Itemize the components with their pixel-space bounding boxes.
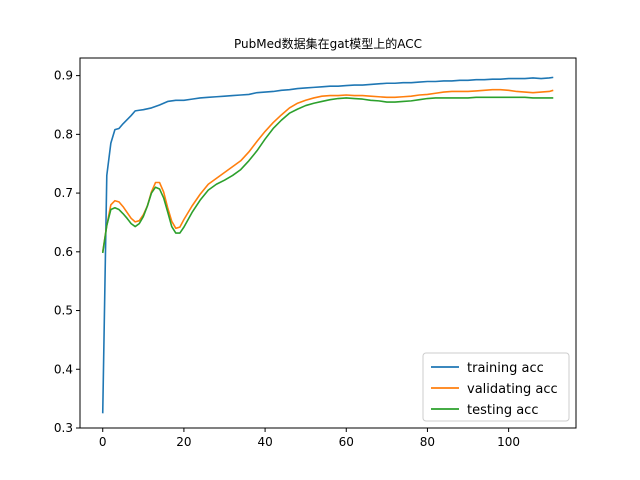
- series-line-training-acc: [101, 76, 554, 414]
- y-axis: 0.3 0.4 0.5 0.6 0.7 0.8 0.9: [54, 69, 80, 435]
- legend-entry: testing acc: [467, 403, 538, 418]
- y-tick-label: 0.3: [54, 421, 73, 435]
- series-line-testing-acc: [101, 96, 554, 254]
- y-tick-label: 0.4: [54, 362, 73, 376]
- x-tick-label: 100: [497, 435, 520, 449]
- y-tick-label: 0.9: [54, 69, 73, 83]
- y-tick-label: 0.8: [54, 127, 73, 141]
- y-tick-label: 0.7: [54, 186, 73, 200]
- series-lines: [101, 76, 554, 414]
- chart-title: PubMed数据集在gat模型上的ACC: [234, 36, 422, 51]
- x-tick-label: 80: [420, 435, 435, 449]
- legend-box: [422, 352, 570, 422]
- x-tick-label: 20: [176, 435, 191, 449]
- y-tick-label: 0.5: [54, 304, 73, 318]
- x-tick-label: 40: [257, 435, 272, 449]
- legend-entry: validating acc: [467, 382, 558, 397]
- legend: training acc validating acc testing acc: [422, 352, 570, 422]
- x-tick-label: 0: [99, 435, 107, 449]
- legend-entry: training acc: [467, 361, 544, 376]
- x-tick-label: 60: [339, 435, 354, 449]
- x-axis: 0 20 40 60 80 100: [99, 428, 520, 449]
- y-tick-label: 0.6: [54, 245, 73, 259]
- plot-frame: [79, 57, 577, 429]
